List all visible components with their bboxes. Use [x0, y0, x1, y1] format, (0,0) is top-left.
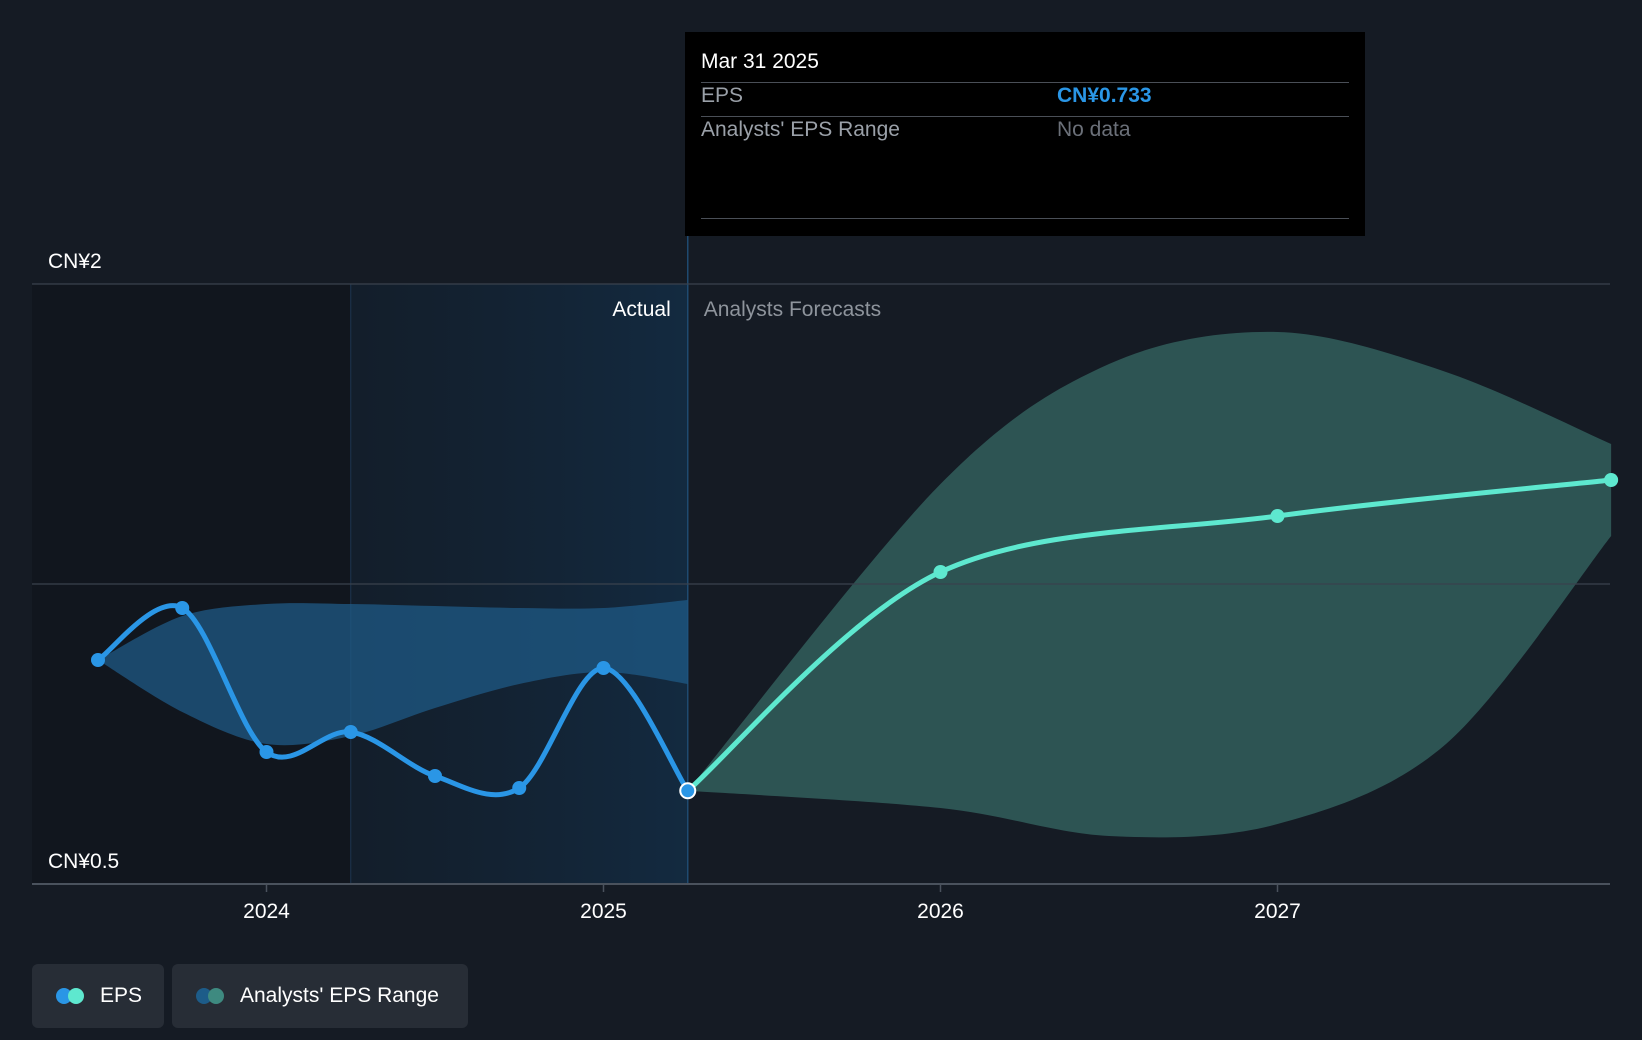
- x-tick-label: 2024: [243, 900, 290, 923]
- legend-item-eps[interactable]: EPS: [32, 964, 164, 1028]
- legend-label-eps: EPS: [100, 984, 143, 1007]
- y-tick-label: CN¥2: [48, 250, 102, 273]
- eps-actual-point: [343, 725, 358, 739]
- eps-forecast-line: [685, 477, 1614, 794]
- eps-actual-point: [259, 745, 274, 759]
- tooltip-divider: [701, 116, 1349, 117]
- eps-forecast-point: [1270, 509, 1285, 523]
- tooltip-date: Mar 31 2025: [701, 50, 819, 73]
- tooltip-range-value: No data: [1057, 118, 1131, 141]
- tooltip-range-label: Analysts' EPS Range: [701, 118, 900, 141]
- eps-forecast-point: [933, 565, 948, 579]
- x-tick-label: 2027: [1254, 900, 1301, 923]
- tooltip-divider: [701, 82, 1349, 83]
- eps-actual-point: [596, 661, 611, 675]
- legend-item-eps-range[interactable]: Analysts' EPS Range: [172, 964, 468, 1028]
- eps-actual-point: [175, 601, 190, 615]
- legend-label-eps-range: Analysts' EPS Range: [240, 984, 439, 1007]
- forecast-eps-range-band: [687, 331, 1612, 838]
- actual-section-label: Actual: [612, 298, 670, 321]
- actual-eps-range-band: [98, 600, 688, 746]
- x-tick-label: 2025: [580, 900, 627, 923]
- x-tick-label: 2026: [917, 900, 964, 923]
- eps-actual-point: [428, 769, 442, 783]
- tooltip-eps-label: EPS: [701, 84, 744, 107]
- eps-range-legend-icon: [196, 988, 226, 1004]
- eps-legend-icon: [56, 988, 86, 1004]
- forecast-section-label: Analysts Forecasts: [704, 298, 881, 321]
- tooltip-divider: [701, 218, 1349, 219]
- eps-actual-point: [512, 781, 527, 795]
- eps-forecast-point: [1604, 473, 1619, 487]
- y-tick-label: CN¥0.5: [48, 850, 119, 873]
- eps-actual-point: [91, 653, 105, 667]
- tooltip: Mar 31 2025 EPS CN¥0.733 Analysts' EPS R…: [685, 32, 1365, 236]
- tooltip-eps-value: CN¥0.733: [1057, 84, 1152, 107]
- eps-point-selected: [679, 782, 697, 800]
